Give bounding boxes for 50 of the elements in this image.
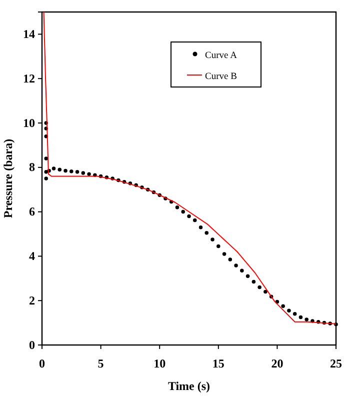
point [187,214,191,218]
point [240,268,244,272]
legend-label: Curve A [205,51,238,61]
y-tick-label: 12 [23,71,35,86]
point [222,252,226,256]
x-tick-label: 25 [330,356,342,371]
point [228,258,232,262]
point [52,166,56,170]
point [44,156,48,160]
point [204,231,209,235]
point [181,210,185,214]
y-tick-label: 8 [29,160,35,174]
point [281,304,285,308]
y-tick-label: 0 [29,338,35,352]
point [210,238,214,242]
point [44,176,48,180]
point [193,218,197,222]
point [198,225,203,230]
y-tick-label: 2 [29,293,35,308]
point [44,170,48,174]
x-tick-label: 5 [98,356,104,371]
y-tick-label: 6 [29,204,35,219]
point [58,168,62,172]
point [87,172,91,176]
point [298,315,303,320]
legend-label: Curve B [205,72,237,82]
point [75,170,80,174]
y-tick-label: 4 [29,249,35,264]
point [264,290,268,294]
y-tick-label: 14 [23,27,35,42]
point [252,280,256,284]
x-tick-label: 0 [39,356,45,371]
point [175,205,180,210]
point [234,264,238,268]
point [304,318,308,322]
y-tick-label: 10 [23,116,35,130]
point [216,244,220,248]
point [64,168,68,173]
x-tick-label: 15 [212,356,224,371]
point [70,170,74,174]
x-tick-label: 10 [154,356,166,371]
x-axis-title: Time (s) [168,379,210,393]
point [275,300,280,304]
x-tick-label: 20 [271,356,284,371]
point [287,308,291,312]
point [81,171,86,175]
y-axis-title: Pressure (bara) [1,138,15,218]
point [246,274,250,278]
point [258,285,262,290]
point [292,312,297,316]
